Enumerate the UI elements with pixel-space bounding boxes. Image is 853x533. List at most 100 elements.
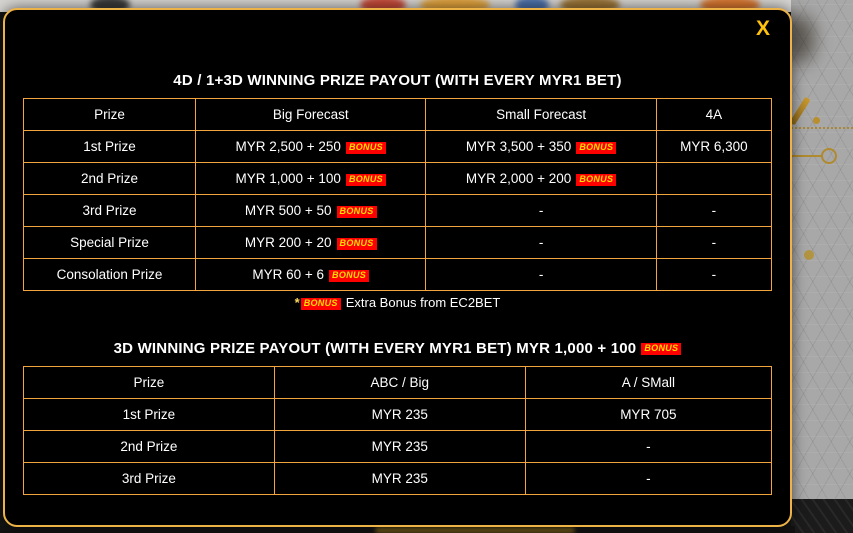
cell-text: MYR 235 <box>371 439 428 454</box>
bonus-footnote: * BONUS Extra Bonus from EC2BET <box>5 295 790 310</box>
table-cell: MYR 2,500 + 250 BONUS <box>195 130 427 163</box>
cell-text: Special Prize <box>70 235 149 250</box>
table-cell: MYR 3,500 + 350 BONUS <box>425 130 657 163</box>
table-cell: 3rd Prize <box>23 462 275 495</box>
column-header: A / SMall <box>524 366 773 399</box>
cell-text: MYR 6,300 <box>680 139 748 154</box>
table-cell: 2nd Prize <box>23 430 275 463</box>
page-side-background <box>791 0 853 533</box>
cell-text: MYR 235 <box>371 407 428 422</box>
cell-text: MYR 2,500 + 250 <box>235 139 341 154</box>
table-row: 2nd Prize MYR 235 - <box>23 430 773 463</box>
table-header-row: Prize ABC / Big A / SMall <box>23 366 773 399</box>
table-cell: Consolation Prize <box>22 258 197 291</box>
cell-text: MYR 500 + 50 <box>244 203 332 218</box>
table-cell: MYR 500 + 50 BONUS <box>195 194 427 227</box>
cell-text: 1st Prize <box>83 139 136 154</box>
cell-text: 3rd Prize <box>121 471 176 486</box>
gold-line-decoration <box>791 155 823 157</box>
cell-text: - <box>711 235 717 250</box>
table-cell: MYR 235 <box>273 398 526 431</box>
cell-text: MYR 1,000 + 100 <box>235 171 341 186</box>
table-cell: - <box>655 226 773 259</box>
bonus-badge: BONUS <box>576 174 617 186</box>
cell-text: - <box>538 235 544 250</box>
cell-text: - <box>646 439 651 454</box>
bonus-badge: BONUS <box>641 343 682 355</box>
blurred-heading-behind-modal <box>375 527 575 533</box>
table-cell: 2nd Prize <box>22 162 197 195</box>
gold-ring-decoration <box>821 148 837 164</box>
cell-text: 1st Prize <box>122 407 176 422</box>
prize-table-3d: Prize ABC / Big A / SMall 1st Prize MYR 2… <box>23 366 773 495</box>
column-header: Small Forecast <box>425 98 657 131</box>
cell-text: MYR 200 + 20 <box>244 235 332 250</box>
cell-text: - <box>538 267 544 282</box>
gold-dotted-line <box>791 127 853 129</box>
column-header: ABC / Big <box>273 366 526 399</box>
cell-text: - <box>711 203 717 218</box>
cell-text: - <box>538 203 544 218</box>
cell-text: - <box>646 471 651 486</box>
gold-dot-decoration <box>804 250 814 260</box>
bonus-badge: BONUS <box>576 142 617 154</box>
table-cell: MYR 60 + 6 BONUS <box>195 258 427 291</box>
table-row: 3rd Prize MYR 235 - <box>23 462 773 495</box>
bonus-badge: BONUS <box>329 270 370 282</box>
cell-text: - <box>711 267 717 282</box>
table1-title: 4D / 1+3D WINNING PRIZE PAYOUT (WITH EVE… <box>173 72 622 89</box>
table-cell: - <box>655 194 773 227</box>
gold-dot-decoration <box>813 117 820 124</box>
table-cell: 1st Prize <box>23 398 275 431</box>
close-icon[interactable]: X <box>755 17 770 40</box>
table-cell: MYR 6,300 <box>655 130 773 163</box>
cell-text: Consolation Prize <box>56 267 163 282</box>
table-cell: - <box>524 462 773 495</box>
table-row: 1st Prize MYR 235 MYR 705 <box>23 398 773 431</box>
table-cell: MYR 200 + 20 BONUS <box>195 226 427 259</box>
cell-text: MYR 3,500 + 350 <box>465 139 572 154</box>
table-row: Special Prize MYR 200 + 20 BONUS - - <box>22 226 773 259</box>
table-cell: 3rd Prize <box>22 194 197 227</box>
table-cell: MYR 235 <box>273 430 526 463</box>
column-header: Big Forecast <box>195 98 427 131</box>
table2-title-text: 3D WINNING PRIZE PAYOUT (WITH EVERY MYR1… <box>113 340 637 357</box>
cell-text: MYR 705 <box>620 407 677 422</box>
prize-payout-modal: X 4D / 1+3D WINNING PRIZE PAYOUT (WITH E… <box>3 8 792 527</box>
table-row: 2nd Prize MYR 1,000 + 100 BONUS MYR 2,000 +… <box>22 162 773 195</box>
cell-text: MYR 2,000 + 200 <box>465 171 572 186</box>
table-cell: - <box>524 430 773 463</box>
footnote-text: Extra Bonus from EC2BET <box>345 295 501 310</box>
page-footer-edge <box>791 499 853 533</box>
cell-text: 3rd Prize <box>82 203 137 218</box>
table-cell: MYR 705 <box>524 398 773 431</box>
table-cell: - <box>425 226 657 259</box>
table-cell: - <box>425 258 657 291</box>
column-header: 4A <box>655 98 773 131</box>
table-cell <box>655 162 773 195</box>
cell-text: 2nd Prize <box>120 439 178 454</box>
cell-text: 2nd Prize <box>80 171 139 186</box>
column-header: Prize <box>23 366 275 399</box>
table-cell: - <box>655 258 773 291</box>
table-cell: MYR 2,000 + 200 BONUS <box>425 162 657 195</box>
table-cell: - <box>425 194 657 227</box>
shadow-smudge <box>791 14 815 64</box>
table-cell: MYR 1,000 + 100 BONUS <box>195 162 427 195</box>
table-header-row: Prize Big Forecast Small Forecast 4A <box>22 98 773 131</box>
table-row: Consolation Prize MYR 60 + 6 BONUS - - <box>22 258 773 291</box>
table-row: 3rd Prize MYR 500 + 50 BONUS - - <box>22 194 773 227</box>
table-cell: 1st Prize <box>22 130 197 163</box>
table2-title: 3D WINNING PRIZE PAYOUT (WITH EVERY MYR1… <box>5 340 790 357</box>
bonus-badge: BONUS <box>345 142 386 154</box>
cell-text: MYR 235 <box>371 471 428 486</box>
table-cell: Special Prize <box>22 226 197 259</box>
bonus-badge: BONUS <box>345 174 386 186</box>
bonus-badge: BONUS <box>300 298 341 310</box>
cube-pattern <box>791 0 853 533</box>
cell-text: MYR 60 + 6 <box>252 267 325 282</box>
footnote-asterisk: * <box>294 295 300 310</box>
bonus-badge: BONUS <box>336 206 377 218</box>
bonus-badge: BONUS <box>336 238 377 250</box>
column-header: Prize <box>22 98 197 131</box>
